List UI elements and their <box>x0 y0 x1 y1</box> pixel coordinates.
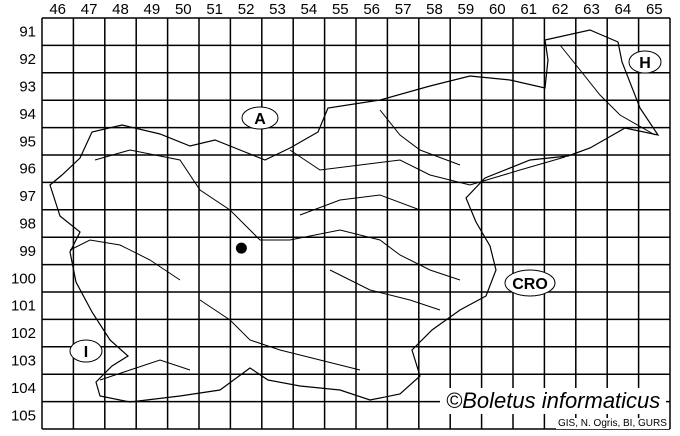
column-label: 48 <box>112 1 129 18</box>
row-label: 101 <box>11 298 36 315</box>
column-label: 64 <box>615 1 632 18</box>
column-label: 58 <box>426 1 443 18</box>
column-label: 62 <box>552 1 569 18</box>
copyright-text: ©Boletus informaticus <box>440 388 667 414</box>
column-label: 55 <box>332 1 349 18</box>
column-label: 56 <box>363 1 380 18</box>
slovenia-border <box>49 29 660 403</box>
label-croatia: CRO <box>504 269 556 297</box>
svg-text:H: H <box>639 55 651 72</box>
column-label: 46 <box>49 1 66 18</box>
svg-text:I: I <box>84 344 88 361</box>
row-label: 98 <box>19 216 36 233</box>
column-label: 59 <box>458 1 475 18</box>
svg-text:A: A <box>254 111 266 128</box>
row-label: 100 <box>11 270 36 287</box>
column-label: 53 <box>269 1 286 18</box>
row-label: 102 <box>11 325 36 342</box>
column-label: 47 <box>81 1 98 18</box>
column-label: 50 <box>175 1 192 18</box>
row-label: 104 <box>11 380 36 397</box>
row-label: 93 <box>19 79 36 96</box>
svg-text:CRO: CRO <box>512 276 548 293</box>
label-hungary: H <box>628 50 662 74</box>
column-label: 65 <box>646 1 663 18</box>
row-label: 91 <box>19 24 36 41</box>
row-label: 94 <box>19 106 36 123</box>
row-label: 96 <box>19 161 36 178</box>
column-label: 61 <box>520 1 537 18</box>
row-label: 105 <box>11 407 36 424</box>
column-label: 52 <box>238 1 255 18</box>
column-label: 49 <box>144 1 161 18</box>
grid <box>41 17 671 430</box>
column-label: 63 <box>583 1 600 18</box>
label-austria: A <box>241 106 279 130</box>
row-label: 97 <box>19 188 36 205</box>
column-labels: 46 47 48 49 50 51 52 53 54 55 56 57 58 59 60 61 62 63 64 65 <box>49 1 662 18</box>
column-label: 54 <box>301 1 318 18</box>
record-point <box>235 242 247 254</box>
row-label: 99 <box>19 243 36 260</box>
row-label: 103 <box>11 353 36 370</box>
column-label: 60 <box>489 1 506 18</box>
row-label: 92 <box>19 51 36 68</box>
rivers <box>69 44 656 381</box>
credit-text: GIS, N. Ogris, BI, GURS <box>556 418 669 429</box>
column-label: 51 <box>206 1 223 18</box>
record-points <box>235 242 247 254</box>
row-label: 95 <box>19 133 36 150</box>
column-label: 57 <box>395 1 412 18</box>
row-labels: 91 92 93 94 95 96 97 98 99 100 101 102 103 104 105 <box>11 24 36 425</box>
label-italy: I <box>69 339 103 363</box>
